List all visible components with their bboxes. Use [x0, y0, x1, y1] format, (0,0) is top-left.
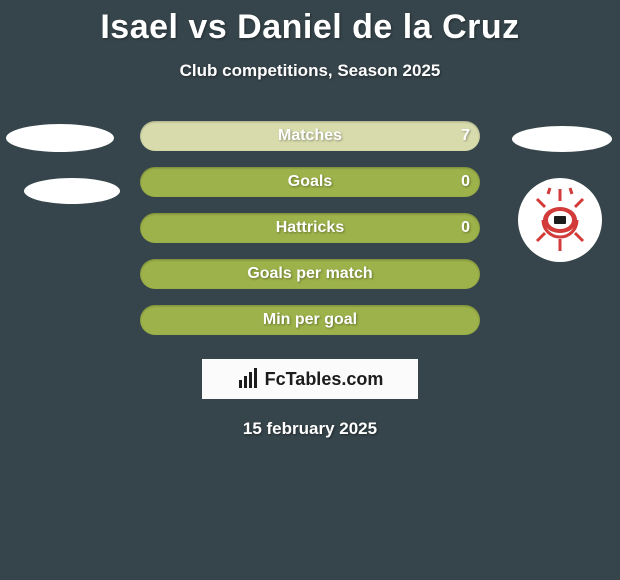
- bar-right-value: 0: [461, 219, 470, 237]
- corinthians-crest-icon: [525, 185, 595, 255]
- bar-goals-per-match: Goals per match: [140, 259, 480, 289]
- bar-label: Goals per match: [247, 265, 372, 283]
- left-player-silhouette-top: [6, 124, 114, 152]
- bar-chart-icon: [237, 368, 259, 390]
- bar-label: Matches: [278, 127, 342, 145]
- club-badge: [518, 178, 602, 262]
- left-player-silhouette-bottom: [24, 178, 120, 204]
- bar-label: Hattricks: [276, 219, 344, 237]
- bar-matches: Matches 7: [140, 121, 480, 151]
- page-title: Isael vs Daniel de la Cruz: [0, 0, 620, 47]
- fctables-badge: FcTables.com: [202, 359, 418, 399]
- subtitle: Club competitions, Season 2025: [0, 61, 620, 81]
- fctables-label: FcTables.com: [265, 369, 384, 390]
- bar-hattricks: Hattricks 0: [140, 213, 480, 243]
- bar-goals: Goals 0: [140, 167, 480, 197]
- bar-min-per-goal: Min per goal: [140, 305, 480, 335]
- bar-right-value: 7: [461, 127, 470, 145]
- bar-label: Min per goal: [263, 311, 357, 329]
- bar-right-value: 0: [461, 173, 470, 191]
- bar-label: Goals: [288, 173, 332, 191]
- date-label: 15 february 2025: [0, 419, 620, 439]
- right-player-silhouette: [512, 126, 612, 152]
